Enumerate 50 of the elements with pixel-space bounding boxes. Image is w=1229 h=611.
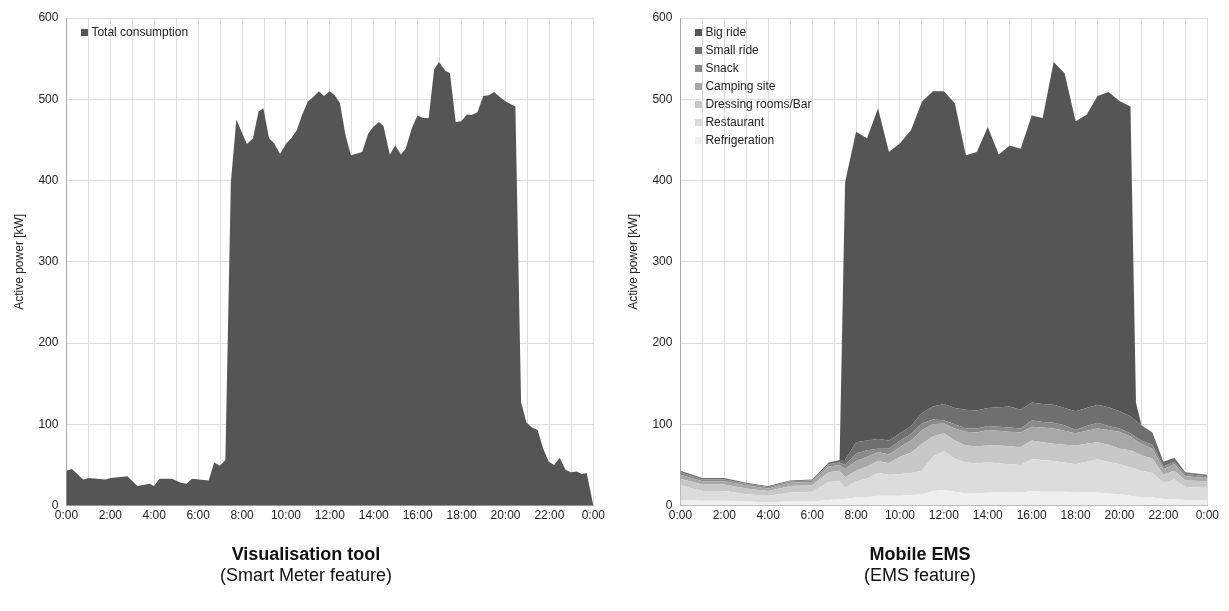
x-tick-label: 6:00 xyxy=(800,508,825,523)
legend-label: Camping site xyxy=(705,79,776,93)
y-tick-label: 400 xyxy=(38,172,59,187)
y-tick-label: 400 xyxy=(652,172,673,187)
x-tick-label: 6:00 xyxy=(186,508,211,523)
legend-label: Total consumption xyxy=(91,25,189,39)
y-axis-title: Active power [kW] xyxy=(625,213,640,310)
text: Visualisation tool xyxy=(230,544,382,565)
legend-label: Dressing rooms/Bar xyxy=(705,97,812,111)
x-tick-label: 0:00 xyxy=(1195,508,1220,523)
x-tick-label: 22:00 xyxy=(534,508,565,523)
y-tick-label: 200 xyxy=(38,335,59,350)
text: (EMS feature) xyxy=(862,565,977,586)
text: Mobile EMS xyxy=(868,544,972,565)
text: (Smart Meter feature) xyxy=(218,565,393,586)
y-tick-label: 500 xyxy=(38,91,59,106)
x-tick-label: 0:00 xyxy=(581,508,606,523)
x-tick-label: 12:00 xyxy=(314,508,346,523)
x-tick-label: 18:00 xyxy=(446,508,477,523)
x-tick-label: 10:00 xyxy=(270,508,302,523)
y-tick-label: 100 xyxy=(652,416,673,431)
y-tick-label: 100 xyxy=(38,416,59,431)
x-tick-label: 2:00 xyxy=(712,508,737,523)
y-tick-label: 200 xyxy=(652,335,673,350)
x-tick-label: 18:00 xyxy=(1060,508,1091,523)
y-tick-label: 600 xyxy=(652,10,673,25)
x-tick-label: 2:00 xyxy=(98,508,123,523)
y-tick-label: 600 xyxy=(38,10,59,25)
x-tick-label: 14:00 xyxy=(358,508,390,523)
x-tick-label: 22:00 xyxy=(1148,508,1179,523)
x-tick-label: 4:00 xyxy=(756,508,781,523)
x-tick-label: 14:00 xyxy=(972,508,1004,523)
x-tick-label: 16:00 xyxy=(402,508,434,523)
y-tick-label: 500 xyxy=(652,91,673,106)
x-tick-label: 8:00 xyxy=(230,508,255,523)
x-tick-label: 10:00 xyxy=(884,508,916,523)
y-tick-label: 300 xyxy=(38,254,59,269)
x-tick-label: 16:00 xyxy=(1016,508,1048,523)
legend-label: Refrigeration xyxy=(705,133,775,147)
x-tick-label: 4:00 xyxy=(142,508,167,523)
y-axis-title: Active power [kW] xyxy=(11,213,26,310)
x-tick-label: 12:00 xyxy=(928,508,960,523)
x-tick-label: 20:00 xyxy=(490,508,521,523)
legend-label: Snack xyxy=(705,61,739,75)
y-tick-label: 300 xyxy=(652,254,673,269)
x-tick-label: 8:00 xyxy=(844,508,869,523)
x-tick-label: 20:00 xyxy=(1104,508,1135,523)
legend-label: Restaurant xyxy=(705,115,765,129)
legend-label: Big ride xyxy=(705,25,747,39)
legend-label: Small ride xyxy=(705,43,759,57)
